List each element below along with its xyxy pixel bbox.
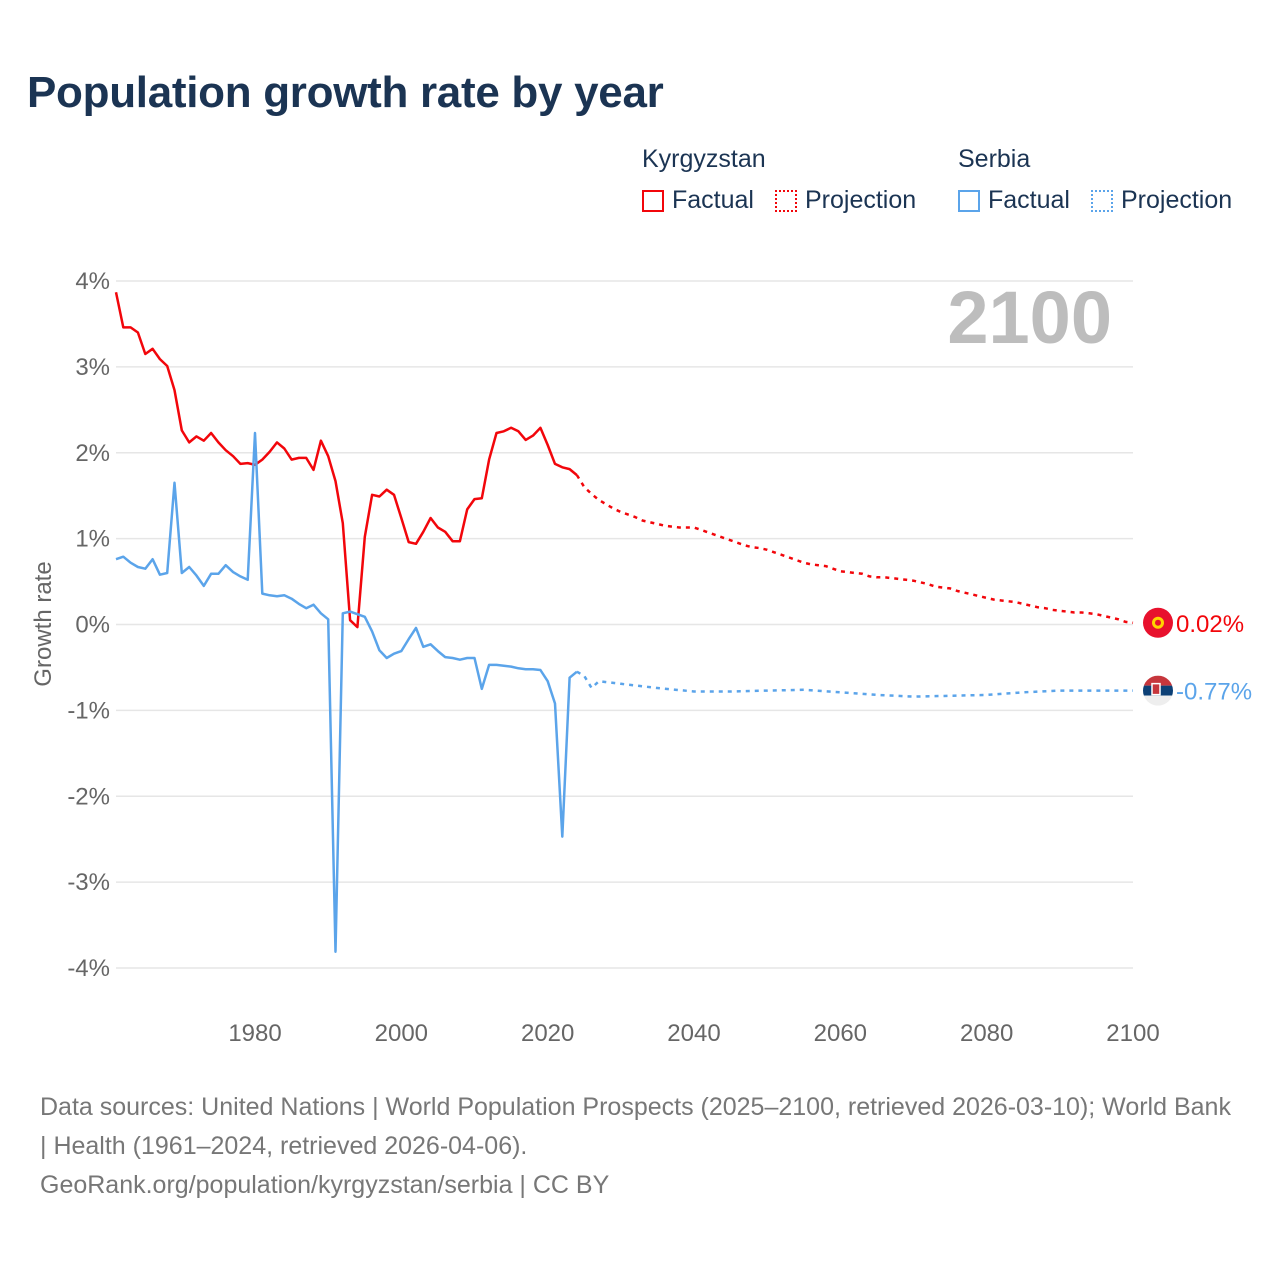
legend-swatch-solid [958, 189, 980, 212]
y-tick-label: -2% [67, 783, 110, 810]
x-tick-label: 2100 [1106, 1020, 1159, 1047]
y-tick-label: 0% [75, 612, 110, 639]
end-value-label: 0.02% [1176, 611, 1244, 638]
credit-link[interactable]: GeoRank.org/population/kyrgyzstan/serbia… [40, 1171, 610, 1199]
legend-swatch-dotted [775, 189, 797, 212]
legend-swatch-solid [642, 189, 664, 212]
y-axis-label: Growth rate [30, 561, 57, 686]
series-line-kyrgyzstan-projection [575, 474, 1134, 625]
x-tick-label: 2020 [521, 1020, 574, 1047]
series-line-serbia-projection [576, 670, 1133, 698]
x-tick-label: 2000 [375, 1020, 428, 1047]
legend-label: Factual [988, 186, 1070, 214]
series-lines [114, 291, 1134, 953]
series-line-kyrgyzstan-factual [114, 291, 578, 629]
y-tick-label: 4% [75, 268, 110, 295]
end-value-label: -0.77% [1176, 679, 1252, 706]
legend-label: Projection [1121, 186, 1233, 214]
chart-title: Population growth rate by year [27, 68, 664, 117]
legend-label: Projection [805, 186, 917, 214]
y-tick-label: 3% [75, 354, 110, 381]
y-tick-label: 1% [75, 526, 110, 553]
legend-kyrgyzstan-factual[interactable]: Factual [642, 186, 754, 215]
legend-swatch-dotted [1091, 189, 1113, 212]
end-labels: 0.02% -0.77% [1143, 607, 1252, 706]
footer: Data sources: United Nations | World Pop… [40, 1088, 1240, 1205]
kyrgyzstan-flag-icon [1143, 607, 1173, 638]
legend-country-kyrgyzstan: Kyrgyzstan [642, 145, 766, 173]
x-tick-label: 2080 [960, 1020, 1013, 1047]
y-tick-label: -1% [67, 697, 110, 724]
legend-country-serbia: Serbia [958, 145, 1031, 173]
data-sources: Data sources: United Nations | World Pop… [40, 1093, 1231, 1160]
x-tick-label: 1980 [228, 1020, 281, 1047]
x-tick-label: 2060 [814, 1020, 867, 1047]
legend-serbia-projection[interactable]: Projection [1091, 186, 1232, 215]
series-line-serbia-factual [115, 431, 578, 953]
gridlines: 4% 3% 2% 1% 0% -1% -2% -3% -4% 1980 2000 2020 2040 20… [67, 268, 1159, 1047]
legend-kyrgyzstan-projection[interactable]: Projection [775, 186, 916, 215]
legend-serbia-factual[interactable]: Factual [958, 186, 1070, 215]
y-tick-label: -4% [67, 955, 110, 982]
year-label: 2100 [947, 276, 1112, 359]
x-tick-label: 2040 [667, 1020, 720, 1047]
serbia-flag-icon [1143, 675, 1173, 706]
legend-label: Factual [672, 186, 754, 214]
y-tick-label: 2% [75, 440, 110, 467]
y-tick-label: -3% [67, 869, 110, 896]
